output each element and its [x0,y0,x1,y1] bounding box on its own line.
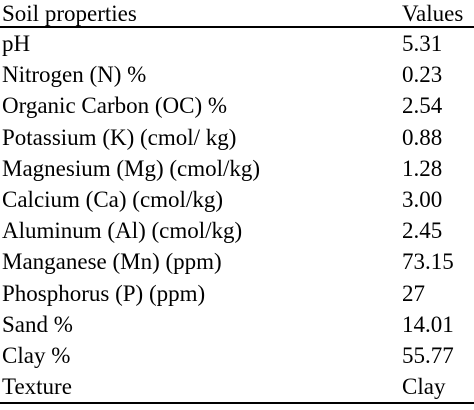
property-cell: Texture [2,374,72,400]
property-cell: Aluminum (Al) (cmol/kg) [2,218,243,244]
header-soil-properties: Soil properties [2,0,137,26]
value-cell: 55.77 [402,342,454,368]
value-cell: 0.23 [402,62,443,88]
property-cell: Organic Carbon (OC) % [2,93,228,119]
value-cell: 73.15 [402,249,454,275]
table-row: Nitrogen (N) % 0.23 [0,59,474,90]
property-cell: pH [2,31,31,57]
table-row: Magnesium (Mg) (cmol/kg) 1.28 [0,153,474,184]
table-header-row: Soil properties Values [0,0,474,26]
property-cell: Manganese (Mn) (ppm) [2,249,222,275]
property-cell: Clay % [2,342,71,368]
value-cell: 3.00 [402,187,443,213]
header-rule [0,26,474,28]
table-row: Aluminum (Al) (cmol/kg) 2.45 [0,215,474,246]
property-cell: Phosphorus (P) (ppm) [2,280,206,306]
table-row: Organic Carbon (OC) % 2.54 [0,90,474,121]
value-cell: 2.54 [402,93,443,119]
property-cell: Nitrogen (N) % [2,62,147,88]
value-cell: Clay [402,374,446,400]
table-row: Clay % 55.77 [0,340,474,371]
value-cell: 14.01 [402,311,454,337]
value-cell: 2.45 [402,218,443,244]
value-cell: 5.31 [402,31,443,57]
value-cell: 27 [402,280,425,306]
bottom-rule [0,402,474,405]
table-row: Phosphorus (P) (ppm) 27 [0,278,474,309]
header-values: Values [402,0,464,26]
value-cell: 0.88 [402,124,443,150]
table-row: Calcium (Ca) (cmol/kg) 3.00 [0,184,474,215]
value-cell: 1.28 [402,155,443,181]
property-cell: Calcium (Ca) (cmol/kg) [2,187,223,213]
property-cell: Magnesium (Mg) (cmol/kg) [2,155,261,181]
property-cell: Sand % [2,311,73,337]
table-row: Manganese (Mn) (ppm) 73.15 [0,246,474,277]
property-cell: Potassium (K) (cmol/ kg) [2,124,237,150]
table-row: Potassium (K) (cmol/ kg) 0.88 [0,122,474,153]
table-row: pH 5.31 [0,28,474,59]
table-row: Sand % 14.01 [0,309,474,340]
table-row: Texture Clay [0,371,474,402]
